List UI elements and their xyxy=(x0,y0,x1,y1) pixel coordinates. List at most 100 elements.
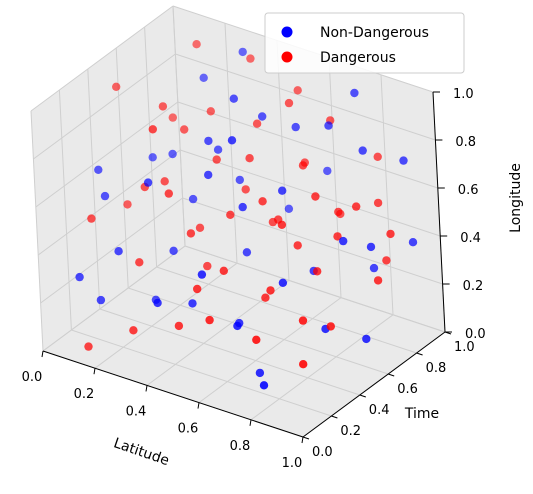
y-tick-label: 1.0 xyxy=(454,340,475,355)
data-point-dangerous xyxy=(212,155,221,164)
data-point-dangerous xyxy=(192,40,201,49)
data-point-non-dangerous xyxy=(350,88,359,98)
z-tick-label: 0.8 xyxy=(455,135,476,150)
x-tick-label: 0.2 xyxy=(74,387,95,402)
data-point-dangerous xyxy=(135,258,144,267)
data-point-dangerous xyxy=(352,202,361,211)
data-point-dangerous xyxy=(333,232,342,241)
data-point-dangerous xyxy=(373,198,383,208)
data-point-non-dangerous xyxy=(284,204,294,213)
x-tick-label: 0.8 xyxy=(230,439,251,454)
x-tick-mark xyxy=(145,385,148,392)
data-point-non-dangerous xyxy=(94,165,103,174)
data-point-non-dangerous xyxy=(233,321,242,331)
data-point-non-dangerous xyxy=(291,122,300,132)
data-point-dangerous xyxy=(246,54,255,63)
back-pane xyxy=(173,6,445,332)
data-point-dangerous xyxy=(373,276,383,285)
x-tick-mark xyxy=(301,436,304,444)
data-point-non-dangerous xyxy=(362,334,371,344)
data-point-non-dangerous xyxy=(242,248,252,257)
grid-lines xyxy=(30,5,446,438)
data-point-dangerous xyxy=(87,214,96,223)
y-tick-label: 0.8 xyxy=(426,361,447,376)
data-point-dangerous xyxy=(174,321,184,331)
data-point-dangerous xyxy=(186,229,196,238)
grid-line-back-x xyxy=(380,74,394,315)
data-point-non-dangerous xyxy=(188,299,197,308)
x-axis-line xyxy=(42,350,304,438)
tick-labels: 0.0 0.0 0.0 0.2 0.2 0.2 0.4 0.4 0.4 0.6 0.6 0.6 0.8 0… xyxy=(22,87,486,471)
data-point-dangerous xyxy=(158,102,168,111)
grid-line-back-x xyxy=(276,40,290,281)
data-point-dangerous xyxy=(226,210,235,219)
grid-line-floor-y xyxy=(184,245,446,333)
data-point-non-dangerous xyxy=(324,121,333,130)
data-point-dangerous xyxy=(266,286,275,295)
x-tick-label: 0.0 xyxy=(22,370,43,385)
z-tick-label: 0.2 xyxy=(463,279,484,294)
grid-line-left-z xyxy=(40,197,183,304)
data-point-dangerous xyxy=(293,86,302,95)
data-point-dangerous xyxy=(148,125,157,134)
grid-line-left-z xyxy=(30,5,174,112)
y-tick-label: 0.0 xyxy=(312,445,333,460)
grid-line-floor-y xyxy=(128,287,389,375)
data-point-non-dangerous xyxy=(75,272,84,282)
grid-line-left-z xyxy=(42,245,186,352)
y-tick-mark xyxy=(444,331,452,335)
data-point-dangerous xyxy=(180,125,189,134)
data-point-non-dangerous xyxy=(408,238,418,247)
data-point-non-dangerous xyxy=(399,156,408,165)
left-pane xyxy=(31,6,185,351)
data-point-non-dangerous xyxy=(168,149,177,159)
data-point-dangerous xyxy=(84,342,93,351)
y-tick-mark xyxy=(359,394,366,398)
y-tick-mark xyxy=(388,373,395,377)
x-tick-mark xyxy=(249,419,252,426)
y-axis-label: Time xyxy=(404,406,439,422)
data-point-non-dangerous xyxy=(227,136,237,145)
data-point-non-dangerous xyxy=(204,136,213,146)
data-point-non-dangerous xyxy=(96,295,106,305)
y-tick-mark xyxy=(331,415,338,419)
data-point-dangerous xyxy=(311,192,320,201)
legend-label-dangerous: Dangerous xyxy=(320,50,396,66)
data-points xyxy=(75,40,418,390)
data-point-dangerous xyxy=(261,293,270,302)
x-axis-label: Latitude xyxy=(111,435,171,469)
z-axis-label: Longitude xyxy=(508,163,524,233)
data-point-non-dangerous xyxy=(259,381,269,390)
data-point-non-dangerous xyxy=(100,191,110,201)
data-point-non-dangerous xyxy=(238,202,247,212)
data-point-non-dangerous xyxy=(339,236,348,246)
data-point-non-dangerous xyxy=(213,145,223,154)
legend-frame xyxy=(264,12,465,74)
data-point-non-dangerous xyxy=(169,246,178,255)
data-point-dangerous xyxy=(168,113,177,122)
data-point-non-dangerous xyxy=(204,170,213,180)
data-point-dangerous xyxy=(277,220,287,229)
grid-line-back-x xyxy=(328,57,342,298)
data-point-dangerous xyxy=(195,223,205,232)
data-point-non-dangerous xyxy=(199,73,208,83)
grid-line-floor-y xyxy=(71,329,332,417)
grid-line-floor-x xyxy=(250,314,394,421)
data-point-non-dangerous xyxy=(278,278,288,287)
data-point-non-dangerous xyxy=(238,47,247,57)
data-point-dangerous xyxy=(293,241,302,250)
x-tick-mark xyxy=(197,402,200,409)
data-point-dangerous xyxy=(112,82,121,92)
data-point-non-dangerous xyxy=(153,298,162,308)
grid-line-left-z xyxy=(35,101,179,208)
data-point-dangerous xyxy=(123,200,132,209)
z-tick-label: 0.4 xyxy=(460,231,481,246)
x-tick-mark xyxy=(93,368,96,375)
data-point-non-dangerous xyxy=(143,178,153,187)
x-tick-label: 1.0 xyxy=(282,456,303,471)
data-point-non-dangerous xyxy=(278,186,287,195)
data-point-dangerous xyxy=(334,207,343,217)
grid-line-left-y xyxy=(30,110,44,352)
data-point-non-dangerous xyxy=(366,242,376,252)
